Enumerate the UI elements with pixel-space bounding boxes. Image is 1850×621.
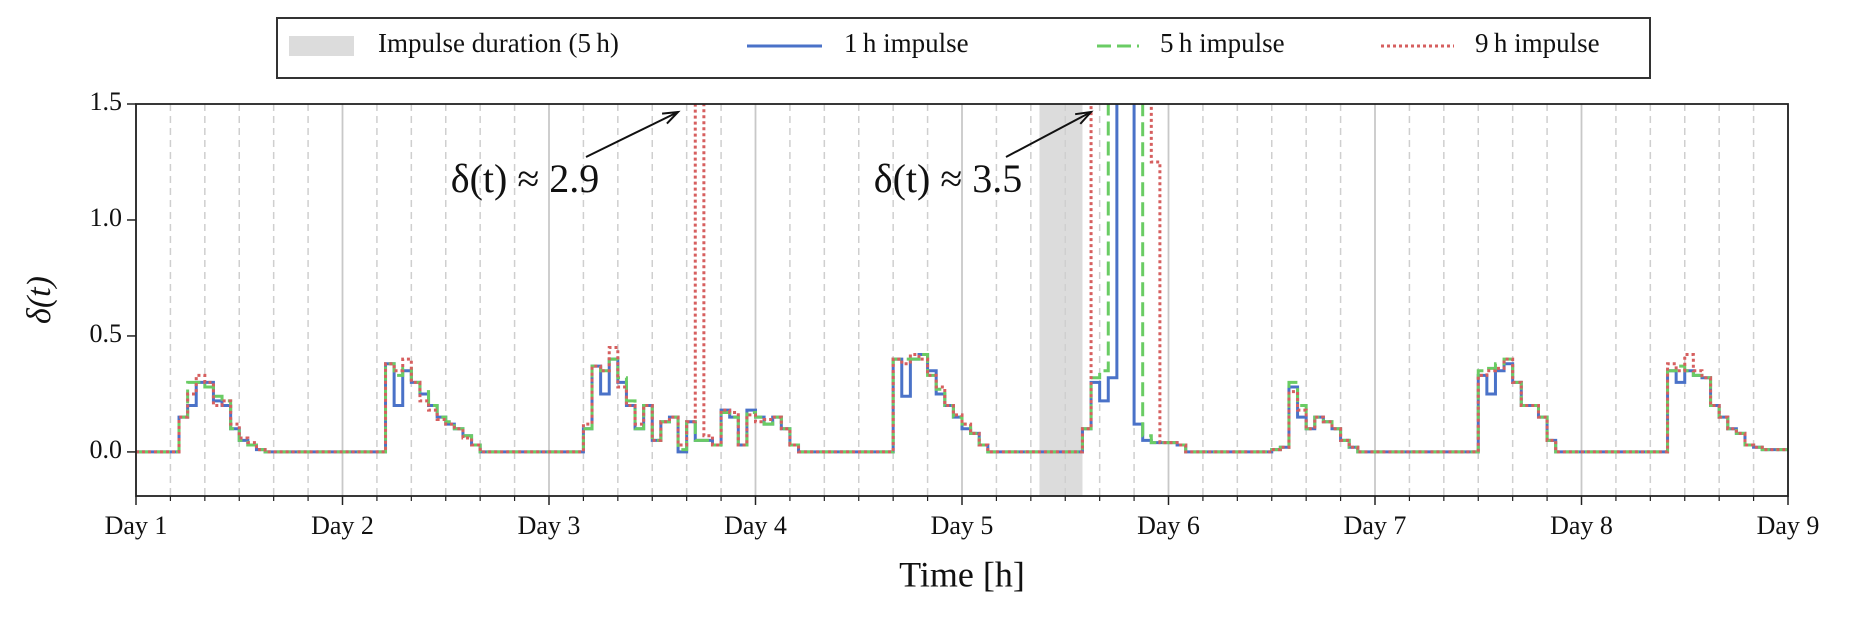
- x-tick-label: Day 2: [311, 511, 374, 540]
- y-tick-label: 1.5: [90, 87, 123, 116]
- legend-label: 1 h impulse: [844, 28, 969, 58]
- x-tick-label: Day 9: [1757, 511, 1820, 540]
- annotation-arrowhead: [1075, 110, 1094, 125]
- legend-patch: [289, 36, 354, 56]
- x-tick-label: Day 6: [1137, 511, 1200, 540]
- x-tick-label: Day 3: [518, 511, 581, 540]
- impulse-span: [1039, 104, 1083, 496]
- x-tick-label: Day 4: [724, 511, 787, 540]
- series-line: [136, 104, 1788, 454]
- plot-area: [136, 104, 1788, 454]
- x-tick-label: Day 1: [105, 511, 168, 540]
- x-tick-label: Day 8: [1550, 511, 1613, 540]
- annotation: δ(t) ≈ 3.5: [874, 156, 1023, 201]
- series-line: [136, 104, 1788, 454]
- annotation-arrow: [585, 111, 679, 158]
- legend-label: 9 h impulse: [1475, 28, 1600, 58]
- legend-label: 5 h impulse: [1160, 28, 1285, 58]
- x-tick-label: Day 5: [931, 511, 994, 540]
- legend-box: [276, 17, 1651, 79]
- y-axis-label: δ(t): [21, 276, 58, 324]
- y-tick-label: 1.0: [90, 203, 123, 232]
- annotation: δ(t) ≈ 2.9: [451, 156, 600, 201]
- y-tick-label: 0.5: [90, 319, 123, 348]
- x-axis-label: Time [h]: [899, 554, 1025, 594]
- annotation-arrowhead: [661, 110, 681, 125]
- x-tick-label: Day 7: [1344, 511, 1407, 540]
- legend-label: Impulse duration (5 h): [378, 28, 619, 58]
- annotation-arrow: [1005, 111, 1092, 158]
- y-tick-label: 0.0: [90, 435, 123, 464]
- plot-frame: [135, 103, 1789, 497]
